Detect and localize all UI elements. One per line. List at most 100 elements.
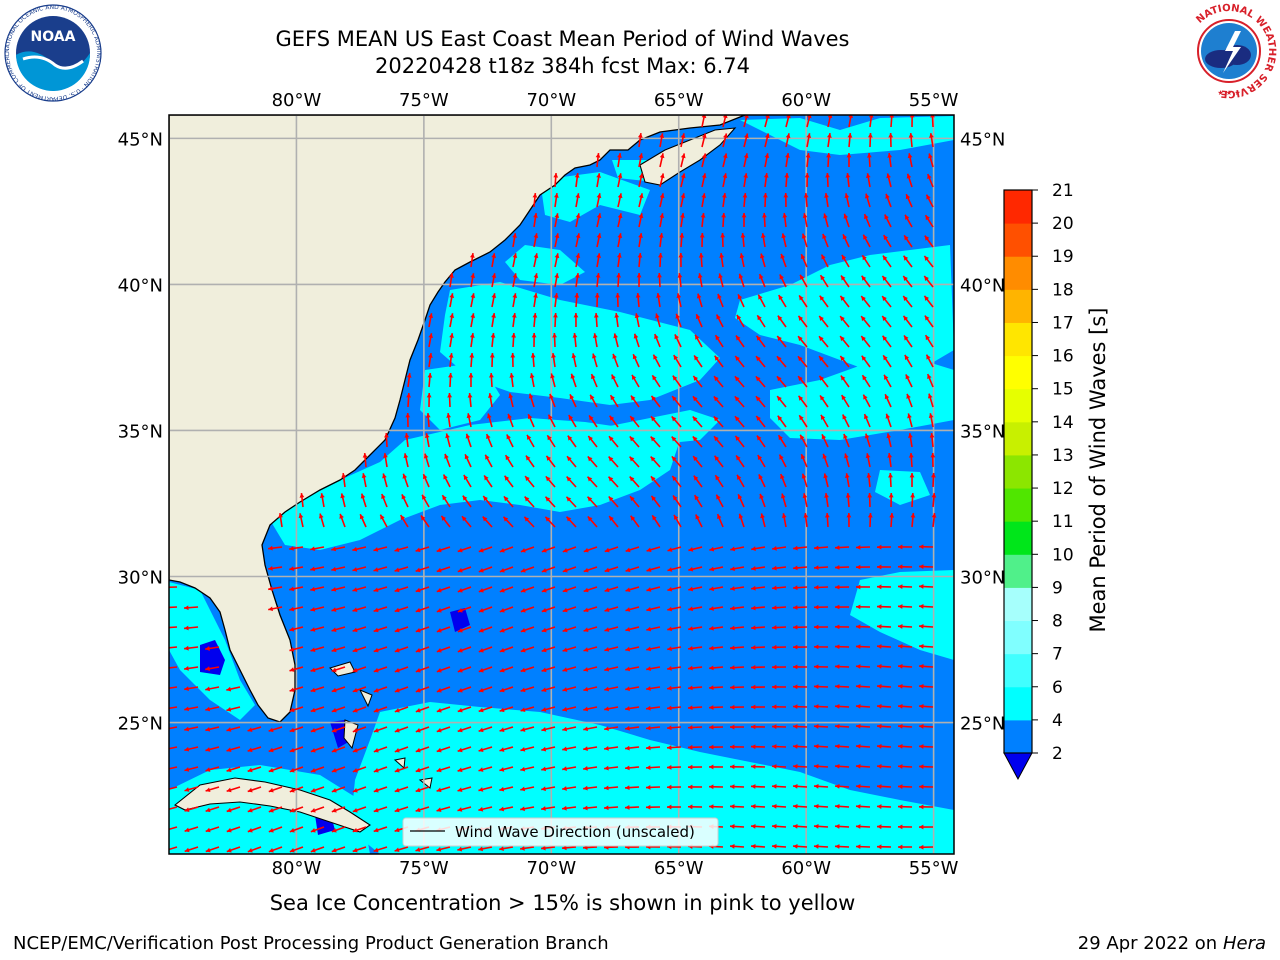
direction-arrow: [169, 706, 178, 710]
direction-arrow-head: [658, 253, 663, 258]
direction-arrow-head: [625, 785, 630, 791]
direction-arrow-head: [575, 253, 581, 259]
colorbar-segment: [1004, 488, 1032, 522]
direction-arrow-head: [352, 567, 358, 572]
direction-arrow-head: [478, 846, 484, 852]
direction-arrow-head: [777, 415, 783, 421]
colorbar-segment: [1004, 554, 1032, 588]
colorbar-tick-label: 16: [1052, 347, 1074, 367]
direction-arrow-head: [877, 664, 882, 669]
direction-arrow-head: [614, 313, 620, 318]
direction-arrow-head: [360, 493, 366, 499]
direction-arrow-head: [562, 547, 568, 553]
direction-arrow-head: [730, 546, 736, 552]
direction-arrow-head: [541, 687, 547, 692]
direction-arrow-head: [612, 353, 617, 359]
direction-arrow-head: [604, 567, 610, 573]
direction-arrow-head: [720, 233, 726, 238]
direction-arrow-head: [226, 727, 232, 732]
direction-arrow-head: [184, 706, 190, 712]
direction-arrow-head: [465, 433, 471, 439]
colorbar-tick-label: 20: [1052, 214, 1074, 234]
direction-arrow-head: [352, 647, 358, 653]
direction-arrow-head: [730, 566, 735, 572]
direction-arrow-head: [553, 293, 559, 298]
direction-arrow-head: [763, 193, 768, 198]
direction-arrow-head: [730, 605, 735, 611]
direction-arrow-head: [898, 663, 903, 669]
colorbar-segment: [1004, 322, 1032, 357]
direction-arrow-head: [163, 585, 167, 590]
direction-arrow-head: [268, 727, 274, 733]
direction-arrow-head: [659, 193, 665, 199]
lat-tick-label-left: 45°N: [118, 129, 163, 150]
direction-arrow-head: [609, 436, 614, 442]
direction-arrow-head: [694, 355, 699, 361]
direction-arrow-head: [793, 744, 798, 749]
direction-arrow-head: [583, 746, 588, 751]
direction-arrow-head: [799, 295, 804, 301]
direction-arrow-head: [638, 153, 644, 159]
colorbar-tick-label: 15: [1052, 380, 1074, 400]
direction-arrow-head: [415, 547, 421, 553]
direction-arrow-head: [650, 456, 656, 462]
direction-arrow-head: [394, 708, 400, 713]
direction-arrow-head: [310, 727, 316, 733]
direction-arrow-head: [415, 727, 421, 733]
direction-arrow-head: [541, 587, 547, 593]
direction-arrow-head: [394, 627, 400, 633]
direction-arrow-head: [310, 707, 316, 713]
direction-arrow-head: [646, 587, 652, 592]
direction-arrow-head: [700, 213, 706, 218]
direction-arrow-head: [436, 707, 442, 713]
lon-tick-label-top: 55°W: [909, 90, 959, 111]
direction-arrow-head: [402, 473, 408, 479]
direction-arrow-head: [630, 395, 636, 401]
direction-arrow-head: [604, 547, 610, 553]
direction-arrow-head: [184, 625, 189, 631]
direction-arrow-head: [646, 725, 651, 731]
direction-arrow-head: [541, 667, 547, 673]
direction-arrow-head: [554, 233, 560, 239]
direction-arrow-head: [667, 646, 672, 651]
direction-arrow-head: [226, 747, 232, 752]
direction-arrow-head: [310, 606, 316, 612]
direction-arrow-head: [735, 435, 741, 441]
direction-arrow-head: [844, 193, 850, 199]
direction-arrow-head: [906, 173, 912, 179]
direction-arrow-head: [845, 493, 851, 498]
direction-arrow-head: [373, 647, 379, 653]
direction-arrow-head: [697, 273, 703, 278]
direction-arrow-head: [552, 333, 557, 338]
direction-arrow-head: [714, 376, 719, 382]
colorbar-tick-label: 13: [1052, 446, 1074, 466]
direction-arrow-head: [654, 334, 659, 339]
direction-arrow-head: [764, 153, 770, 159]
direction-arrow-head: [547, 435, 552, 441]
direction-arrow-head: [608, 476, 614, 482]
direction-arrow: [169, 646, 178, 649]
direction-arrow-head: [680, 153, 686, 159]
direction-arrow-head: [499, 786, 505, 792]
direction-arrow-head: [856, 804, 861, 809]
direction-arrow-head: [814, 743, 819, 749]
direction-arrow-head: [444, 453, 449, 459]
bahamas-islands: [329, 661, 433, 789]
direction-arrow-head: [550, 373, 555, 379]
direction-arrow-head: [163, 787, 168, 792]
direction-arrow-head: [709, 586, 714, 592]
direction-arrow-head: [863, 394, 868, 400]
direction-arrow-head: [814, 565, 819, 571]
direction-arrow-head: [310, 546, 315, 552]
direction-arrow-head: [428, 313, 434, 318]
direction-arrow-head: [422, 474, 428, 480]
direction-arrow-head: [717, 514, 722, 520]
direction-arrow-head: [701, 153, 707, 159]
direction-arrow-head: [765, 115, 770, 119]
direction-arrow-head: [814, 704, 819, 709]
direction-arrow-head: [908, 453, 914, 458]
direction-arrow-head: [877, 844, 882, 850]
direction-arrow-head: [373, 767, 379, 773]
direction-arrow-head: [701, 115, 707, 119]
direction-arrow-head: [268, 848, 274, 853]
